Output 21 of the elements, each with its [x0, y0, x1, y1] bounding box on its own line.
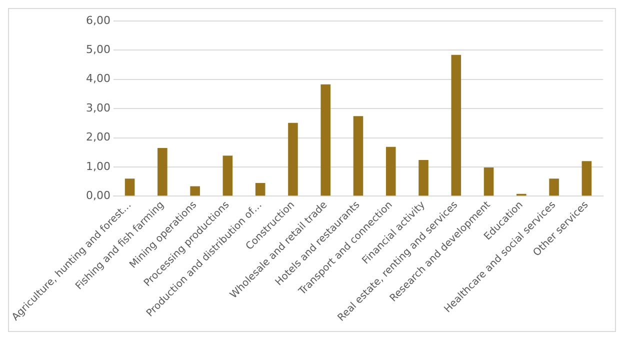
y-tick-label: 6,00: [86, 14, 110, 27]
y-tick-label: 2,00: [86, 130, 110, 144]
y-tick-label: 3,00: [86, 101, 110, 114]
y-tick-label: 5,00: [86, 43, 110, 56]
bar: [255, 183, 266, 196]
bar: [190, 186, 200, 196]
bar: [484, 168, 494, 196]
bar: [549, 178, 559, 196]
bar: [288, 122, 298, 196]
bar: [320, 84, 330, 196]
bar: [386, 146, 396, 196]
bar: [451, 54, 462, 196]
y-tick-label: 0,00: [86, 189, 110, 202]
y-tick-label: 1,00: [86, 160, 110, 173]
bar: [353, 116, 364, 196]
bar: [222, 156, 233, 196]
bar: [158, 148, 168, 196]
y-tick-label: 4,00: [86, 72, 110, 86]
bar: [418, 160, 428, 196]
bar: [582, 161, 592, 196]
bar: [124, 178, 135, 196]
